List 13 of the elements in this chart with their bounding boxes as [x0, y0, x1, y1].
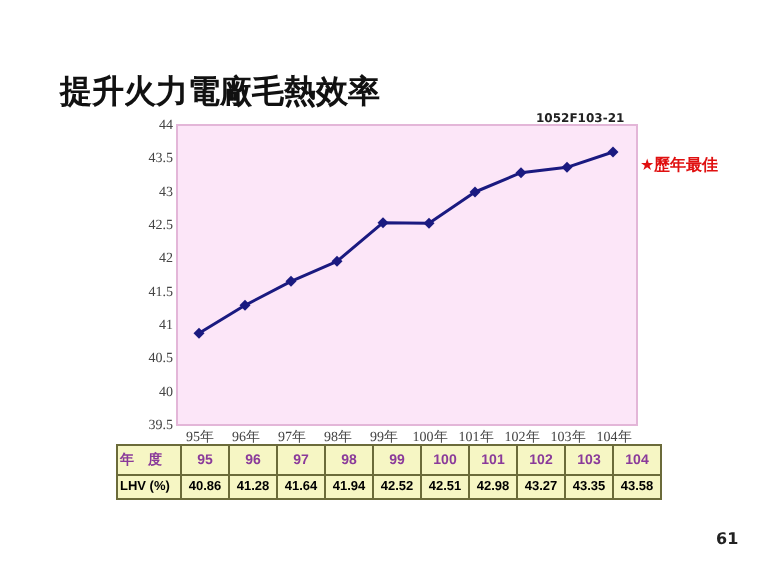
point [377, 217, 389, 229]
point [285, 275, 297, 287]
point [561, 161, 573, 173]
text: ★歷年最佳 [640, 154, 719, 176]
point [515, 167, 527, 179]
point [239, 299, 251, 311]
point [469, 186, 481, 198]
point [607, 146, 619, 158]
point [331, 255, 343, 267]
text: 61 [716, 530, 739, 548]
chart-title: 提升火力電廠毛熱效率 [60, 72, 380, 114]
point [423, 217, 435, 229]
point [193, 327, 205, 339]
